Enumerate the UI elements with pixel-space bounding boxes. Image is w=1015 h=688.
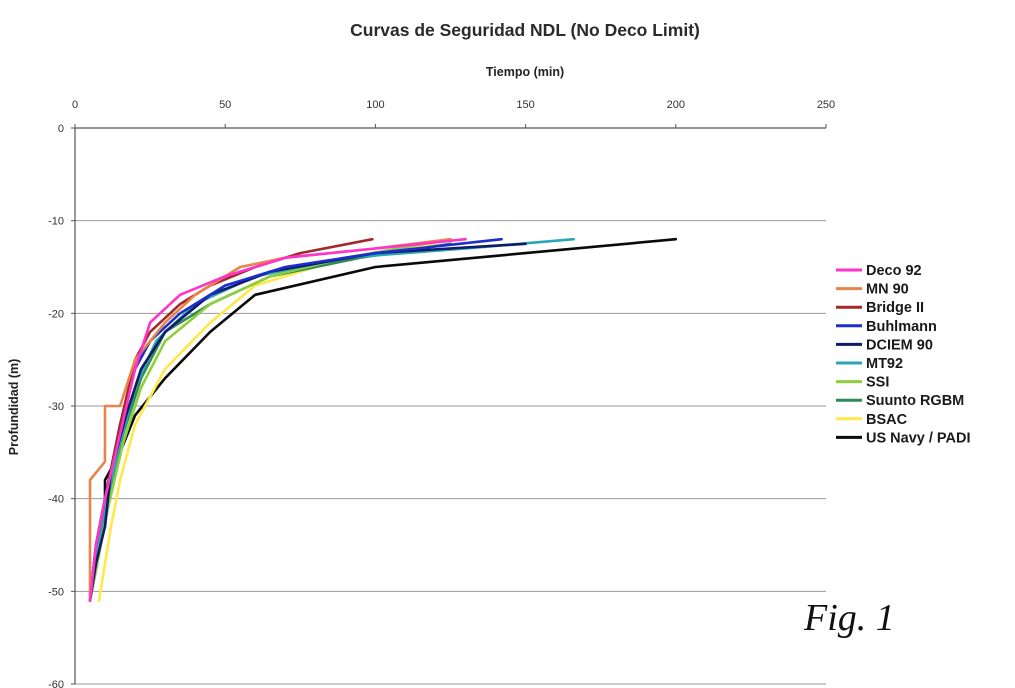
legend-item: SSI [836,375,889,391]
y-tick-label: -40 [48,494,64,506]
legend-item: Bridge II [836,300,924,316]
series-line [88,237,467,602]
x-tick-label: 100 [366,99,384,111]
x-tick-label: 200 [667,99,685,111]
y-tick-label: -50 [48,586,64,598]
x-tick-label: 250 [817,99,835,111]
y-tick-label: 0 [58,123,64,135]
series-line [88,242,452,602]
legend-label: MT92 [866,356,903,372]
legend-label: MN 90 [866,282,909,298]
series-line [97,242,437,602]
gridlines [75,220,826,685]
x-tick-label: 150 [516,99,534,111]
legend-item: US Navy / PADI [836,430,971,446]
y-tick-label: -60 [48,679,64,688]
x-tick-label: 50 [219,99,231,111]
chart-title: Curvas de Seguridad NDL (No Deco Limit) [350,20,700,40]
legend: Deco 92 MN 90 Bridge II Buhlmann DCIEM 90 MT9… [836,263,971,446]
axes [71,124,827,685]
y-axis-label: Profundidad (m) [7,359,21,456]
series-line [88,237,678,602]
x-tick-labels: 0 50 100 150 200 250 [72,99,835,111]
legend-item: MT92 [836,356,903,372]
series-line [88,242,527,602]
legend-item: DCIEM 90 [836,337,933,353]
legend-item: BSAC [836,412,908,428]
legend-label: SSI [866,375,889,391]
series-line [88,237,452,602]
legend-item: Deco 92 [836,263,922,279]
x-tick-label: 0 [72,99,78,111]
legend-item: Suunto RGBM [836,393,964,409]
legend-label: Deco 92 [866,263,922,279]
y-tick-label: -10 [48,216,64,228]
series-line [88,237,576,602]
legend-item: Buhlmann [836,319,937,335]
legend-label: Suunto RGBM [866,393,964,409]
legend-label: US Navy / PADI [866,430,971,446]
series-line [88,237,452,602]
y-tick-label: -30 [48,401,64,413]
series-lines [88,237,678,602]
legend-label: DCIEM 90 [866,337,933,353]
series-line [88,237,503,602]
y-tick-label: -20 [48,308,64,320]
legend-label: Buhlmann [866,319,937,335]
x-axis-label: Tiempo (min) [486,65,564,79]
figure-label: Fig. 1 [804,597,895,639]
y-tick-labels: 0 -10 -20 -30 -40 -50 -60 [48,123,64,688]
legend-label: BSAC [866,412,908,428]
legend-label: Bridge II [866,300,924,316]
legend-item: MN 90 [836,282,909,298]
